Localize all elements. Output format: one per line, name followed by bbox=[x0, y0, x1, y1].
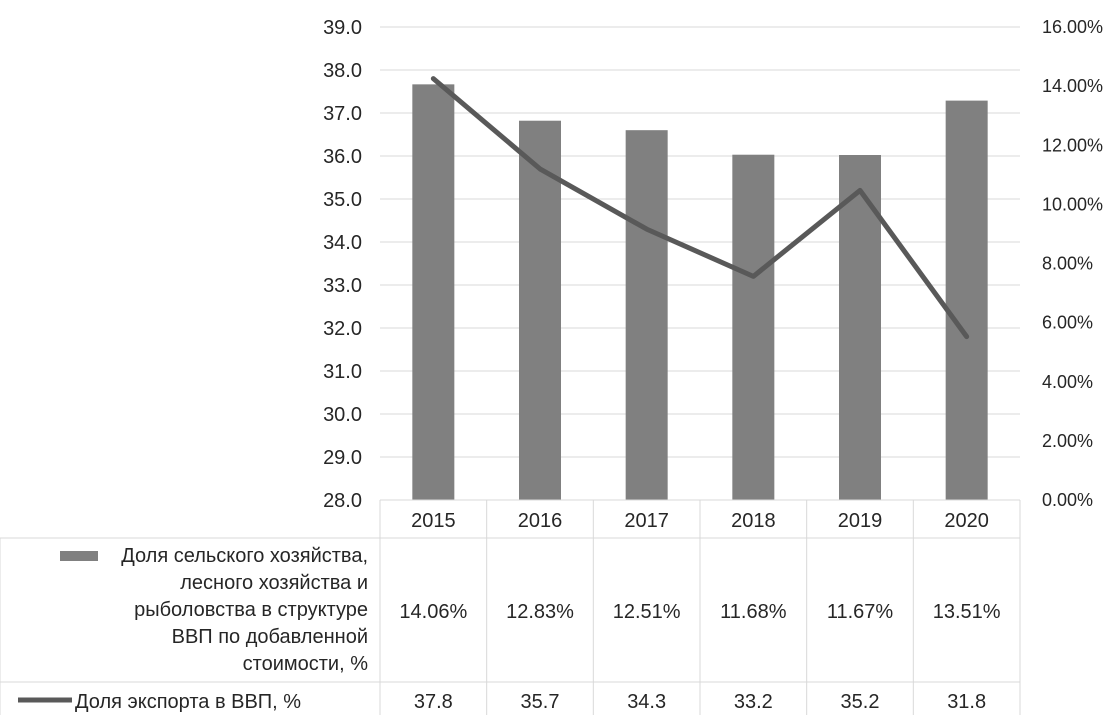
legend-label-bar: ВВП по добавленной bbox=[172, 626, 368, 648]
right-tick-label: 4.00% bbox=[1042, 372, 1093, 392]
legend-label-line: Доля экспорта в ВВП, % bbox=[75, 691, 301, 713]
left-tick-label: 39.0 bbox=[323, 17, 362, 39]
category-label: 2018 bbox=[731, 510, 776, 532]
bar bbox=[625, 130, 668, 500]
line-data-label: 37.8 bbox=[414, 691, 453, 713]
bar bbox=[945, 100, 988, 500]
right-tick-label: 10.00% bbox=[1042, 194, 1103, 214]
bar-data-label: 11.68% bbox=[720, 601, 787, 623]
bar-series bbox=[412, 84, 988, 501]
bar-data-label: 14.06% bbox=[399, 601, 467, 623]
left-tick-label: 31.0 bbox=[323, 361, 362, 383]
right-tick-label: 0.00% bbox=[1042, 490, 1093, 510]
line-data-label: 35.7 bbox=[521, 691, 560, 713]
category-label: 2017 bbox=[624, 510, 669, 532]
bar bbox=[519, 120, 561, 500]
left-tick-label: 29.0 bbox=[323, 447, 362, 469]
right-axis-ticks: 0.00% 2.00% 4.00% 6.00% 8.00% 10.00% 12.00% 14.… bbox=[1042, 17, 1103, 510]
bar-data-label: 12.83% bbox=[506, 601, 574, 623]
line-data-label: 33.2 bbox=[734, 691, 773, 713]
left-tick-label: 28.0 bbox=[323, 490, 362, 512]
legend-label-bar: рыболовства в структуре bbox=[134, 599, 368, 621]
data-table: 2015 2016 2017 2018 2019 2020 Доля сельского х… bbox=[0, 499, 1021, 715]
left-tick-label: 36.0 bbox=[323, 146, 362, 168]
bar-data-label: 12.51% bbox=[613, 601, 681, 623]
bar-data-label: 13.51% bbox=[933, 601, 1001, 623]
category-label: 2015 bbox=[411, 510, 456, 532]
right-tick-label: 8.00% bbox=[1042, 254, 1093, 274]
left-tick-label: 38.0 bbox=[323, 60, 362, 82]
left-tick-label: 34.0 bbox=[323, 232, 362, 254]
left-tick-label: 37.0 bbox=[323, 103, 362, 125]
category-label: 2020 bbox=[944, 510, 989, 532]
legend-label-bar: Доля сельского хозяйства, bbox=[121, 545, 368, 567]
line-series bbox=[430, 76, 970, 340]
line-data-label: 34.3 bbox=[627, 691, 666, 713]
bar bbox=[732, 154, 775, 500]
left-axis-ticks: 28.0 29.0 30.0 31.0 32.0 33.0 34.0 35.0 36.0 37.0… bbox=[323, 17, 362, 512]
right-tick-label: 2.00% bbox=[1042, 431, 1093, 451]
right-tick-label: 16.00% bbox=[1042, 17, 1103, 37]
legend-key-bar bbox=[60, 551, 98, 561]
right-tick-label: 14.00% bbox=[1042, 76, 1103, 96]
left-tick-label: 32.0 bbox=[323, 318, 362, 340]
legend-label-bar: стоимости, % bbox=[243, 653, 369, 675]
line-data-label: 35.2 bbox=[841, 691, 880, 713]
gridlines bbox=[380, 26, 1020, 458]
legend-label-bar: лесного хозяйства и bbox=[180, 572, 368, 594]
category-label: 2016 bbox=[518, 510, 563, 532]
right-tick-label: 6.00% bbox=[1042, 313, 1093, 333]
left-tick-label: 30.0 bbox=[323, 404, 362, 426]
right-tick-label: 12.00% bbox=[1042, 135, 1103, 155]
line-data-label: 31.8 bbox=[947, 691, 986, 713]
left-tick-label: 33.0 bbox=[323, 275, 362, 297]
bar bbox=[412, 84, 455, 500]
bar-data-label: 11.67% bbox=[827, 601, 894, 623]
category-label: 2019 bbox=[838, 510, 883, 532]
left-tick-label: 35.0 bbox=[323, 189, 362, 211]
series-line bbox=[430, 76, 970, 340]
